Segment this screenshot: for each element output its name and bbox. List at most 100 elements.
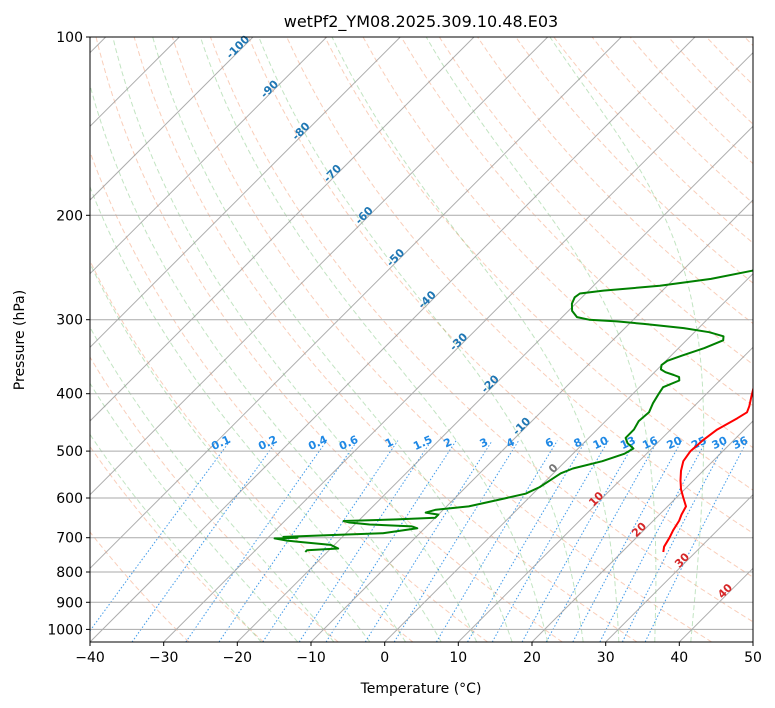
isotherm bbox=[90, 37, 475, 422]
mixing-ratio-label: 16 bbox=[640, 434, 660, 452]
moist-adiabat bbox=[90, 83, 442, 642]
mixing-ratio-line bbox=[185, 440, 328, 642]
isotherm bbox=[90, 37, 328, 275]
mixing-ratio-label: 0.1 bbox=[209, 433, 232, 453]
profiles bbox=[273, 269, 753, 553]
isotherm bbox=[605, 493, 753, 642]
moist-adiabat bbox=[258, 37, 584, 642]
y-tick-label: 200 bbox=[56, 208, 83, 224]
chart-title: wetPf2_YM08.2025.309.10.48.E03 bbox=[284, 12, 558, 32]
x-tick-label: −40 bbox=[75, 650, 105, 666]
dry-adiabat bbox=[209, 37, 753, 623]
y-axis-ticks: 100 200 300 400 500 600 700 800 900 1000 bbox=[47, 30, 90, 638]
mixing-ratio-line bbox=[545, 440, 659, 642]
moist-adiabat bbox=[90, 185, 407, 642]
mixing-ratio-label: 0.4 bbox=[306, 433, 329, 453]
moist-adiabat bbox=[90, 326, 335, 642]
x-tick-label: 50 bbox=[744, 650, 762, 666]
mixing-ratio-line bbox=[621, 440, 728, 642]
isotherm bbox=[384, 272, 753, 642]
isotherm-label: 20 bbox=[629, 520, 649, 540]
mixing-ratio-line bbox=[393, 440, 520, 642]
dry-adiabat bbox=[171, 37, 712, 642]
mixing-ratio-label: 1 bbox=[383, 435, 395, 450]
dry-adiabat bbox=[705, 37, 753, 86]
y-tick-label: 700 bbox=[56, 531, 83, 547]
mixing-ratio-label: 6 bbox=[543, 435, 556, 450]
isotherm bbox=[90, 37, 549, 496]
isotherm bbox=[310, 199, 753, 642]
moist-adiabat bbox=[199, 37, 549, 642]
isotherm bbox=[90, 37, 254, 201]
isotherm bbox=[531, 420, 753, 642]
moist-adiabat bbox=[90, 262, 371, 642]
mixing-ratio-line bbox=[491, 440, 609, 642]
x-tick-label: 40 bbox=[670, 650, 688, 666]
dry-adiabat bbox=[90, 356, 339, 642]
y-tick-label: 100 bbox=[56, 30, 83, 46]
dry-adiabat bbox=[133, 37, 638, 642]
mixing-ratio-label: 0.6 bbox=[337, 433, 360, 453]
y-axis-label: Pressure (hPa) bbox=[12, 290, 28, 390]
dry-adiabat bbox=[400, 37, 753, 407]
x-tick-label: 0 bbox=[380, 650, 389, 666]
isotherm bbox=[236, 125, 753, 642]
mixing-ratio-line bbox=[325, 440, 457, 642]
mixing-ratio-label: 20 bbox=[665, 434, 685, 452]
isotherm bbox=[90, 37, 696, 642]
dry-adiabat bbox=[743, 37, 753, 47]
dry-adiabat bbox=[286, 37, 753, 534]
x-axis-label: Temperature (°C) bbox=[360, 681, 482, 697]
dry-adiabat bbox=[90, 150, 488, 642]
mixing-ratio-line bbox=[262, 440, 399, 642]
mixing-ratio-label: 1.5 bbox=[411, 433, 434, 453]
moist-adiabat bbox=[331, 37, 620, 642]
x-tick-label: −20 bbox=[223, 650, 253, 666]
dry-adiabat bbox=[248, 37, 753, 578]
x-tick-label: −30 bbox=[149, 650, 179, 666]
mixing-ratio-line bbox=[218, 440, 358, 642]
mixing-ratio-label: 0.2 bbox=[256, 433, 279, 453]
mixing-ratio-line bbox=[364, 440, 493, 642]
y-tick-label: 400 bbox=[56, 387, 83, 403]
moist-adiabat bbox=[549, 37, 705, 642]
x-tick-label: −10 bbox=[296, 650, 326, 666]
y-tick-label: 300 bbox=[56, 313, 83, 329]
dry-adiabat bbox=[591, 37, 753, 204]
mixing-ratio-label: 10 bbox=[591, 434, 611, 452]
temperature-profile bbox=[662, 386, 753, 553]
isotherm bbox=[457, 346, 753, 642]
mixing-ratio-line bbox=[572, 440, 683, 642]
isotherm-label: -10 bbox=[510, 414, 533, 437]
y-tick-label: 900 bbox=[56, 595, 83, 611]
moist-adiabat bbox=[152, 37, 513, 642]
dry-adiabat bbox=[515, 37, 753, 284]
isotherm bbox=[163, 51, 753, 642]
dry-adiabat bbox=[324, 37, 753, 491]
isotherm-label: -20 bbox=[479, 372, 502, 395]
dry-adiabat bbox=[362, 37, 753, 449]
isotherm bbox=[90, 37, 622, 570]
isotherm bbox=[678, 567, 753, 642]
y-tick-label: 600 bbox=[56, 491, 83, 507]
dry-adiabat bbox=[95, 37, 563, 642]
x-tick-label: 20 bbox=[523, 650, 541, 666]
dry-adiabat bbox=[438, 37, 753, 366]
dry-adiabat bbox=[476, 37, 753, 325]
y-tick-label: 1000 bbox=[47, 622, 83, 638]
mixing-ratio-label: 36 bbox=[731, 434, 751, 452]
mixing-ratio-label: 3 bbox=[478, 435, 490, 450]
mixing-ratio-line bbox=[298, 440, 432, 642]
mixing-ratio-line bbox=[131, 440, 278, 642]
isotherm-label: -60 bbox=[353, 204, 376, 227]
dry-adiabat bbox=[90, 445, 264, 642]
mixing-ratio-line bbox=[90, 440, 231, 632]
mixing-ratio-line bbox=[435, 440, 558, 642]
isotherm bbox=[752, 641, 753, 642]
dry-adiabat bbox=[90, 259, 414, 642]
mixing-ratio-line bbox=[467, 440, 587, 642]
plot-frame bbox=[89, 36, 754, 643]
moist-adiabat bbox=[90, 382, 299, 642]
isotherm-label: 40 bbox=[715, 581, 735, 601]
